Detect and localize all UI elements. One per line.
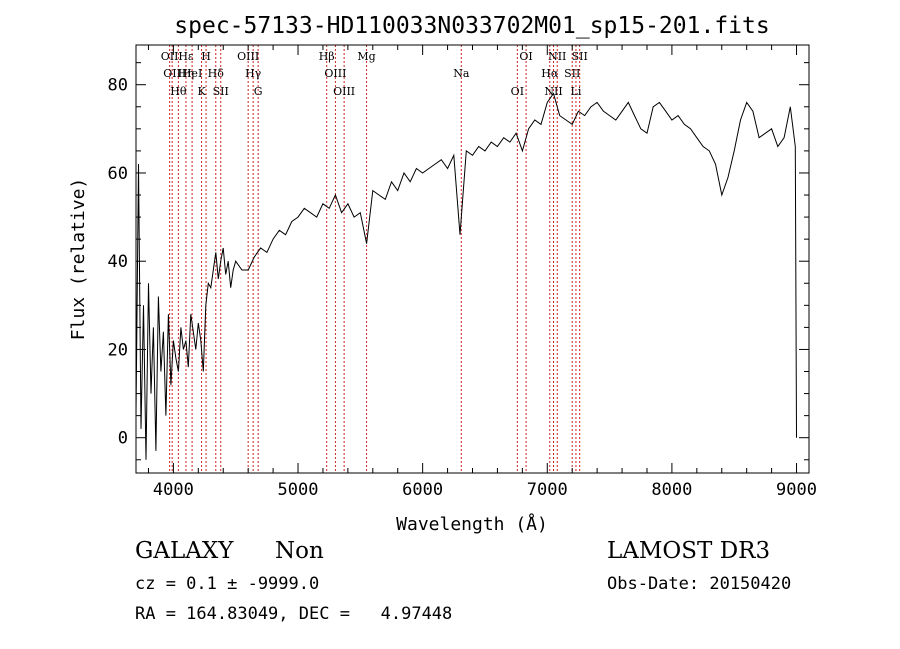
obs-date: Obs-Date: 20150420 (607, 574, 792, 594)
x-axis-label: Wavelength (Å) (396, 513, 548, 535)
y-tick-label: 40 (108, 252, 128, 272)
line-marker-label: Hε (178, 50, 194, 63)
line-markers (169, 45, 581, 473)
line-marker-label: NII (548, 50, 566, 63)
line-marker-label: OIII (237, 50, 259, 63)
line-marker-label: OIII (324, 67, 346, 80)
y-axis: 0 20 40 60 80 (108, 62, 809, 461)
object-subclass: Non (275, 538, 324, 564)
line-marker-label: OI (511, 85, 524, 98)
x-tick-label: 9000 (776, 480, 817, 500)
line-marker-label: SII (564, 67, 580, 80)
line-marker-label: Na (453, 67, 470, 80)
line-marker-label: Hδ (208, 67, 225, 80)
line-marker-label: Hθ (170, 85, 187, 98)
coordinates: RA = 164.83049, DEC = 4.97448 (135, 604, 453, 624)
y-axis-label: Flux (relative) (68, 178, 89, 341)
line-marker-label: Hβ (319, 50, 335, 63)
x-axis: 4000 5000 6000 7000 8000 9000 (147, 45, 817, 500)
plot-frame (135, 44, 810, 474)
line-marker-label: OI (519, 50, 532, 63)
line-marker-label: H (201, 50, 211, 63)
line-marker-label: Hα (541, 67, 559, 80)
object-class: GALAXY (135, 538, 234, 564)
line-marker-label: OII (161, 50, 179, 63)
x-tick-label: 8000 (651, 480, 692, 500)
line-marker-label: Hη (178, 67, 194, 80)
chart-title: spec-57133-HD110033N033702M01_sp15-201.f… (174, 13, 769, 39)
line-marker-label: SII (572, 50, 588, 63)
redshift-line: cz = 0.1 ± -9999.0 (135, 574, 320, 594)
line-marker-label: Li (571, 85, 582, 98)
line-marker-label: OII (163, 67, 181, 80)
line-marker-label: Hγ (245, 67, 262, 80)
y-tick-label: 0 (118, 429, 128, 449)
x-tick-label: 5000 (278, 480, 319, 500)
line-marker-label: NII (544, 85, 562, 98)
spectrum-line (135, 92, 797, 460)
y-tick-label: 20 (108, 340, 128, 360)
line-marker-label: G (254, 85, 263, 98)
line-marker-label: HeI (182, 67, 202, 80)
line-marker-label: SII (213, 85, 229, 98)
y-tick-label: 60 (108, 164, 128, 184)
line-marker-label: Mg (357, 50, 375, 63)
x-tick-label: 7000 (527, 480, 568, 500)
survey-name: LAMOST DR3 (607, 538, 771, 564)
line-marker-label: K (197, 85, 206, 98)
x-tick-label: 4000 (153, 480, 194, 500)
x-tick-label: 6000 (402, 480, 443, 500)
line-marker-label: OIII (333, 85, 355, 98)
y-tick-label: 80 (108, 76, 128, 96)
